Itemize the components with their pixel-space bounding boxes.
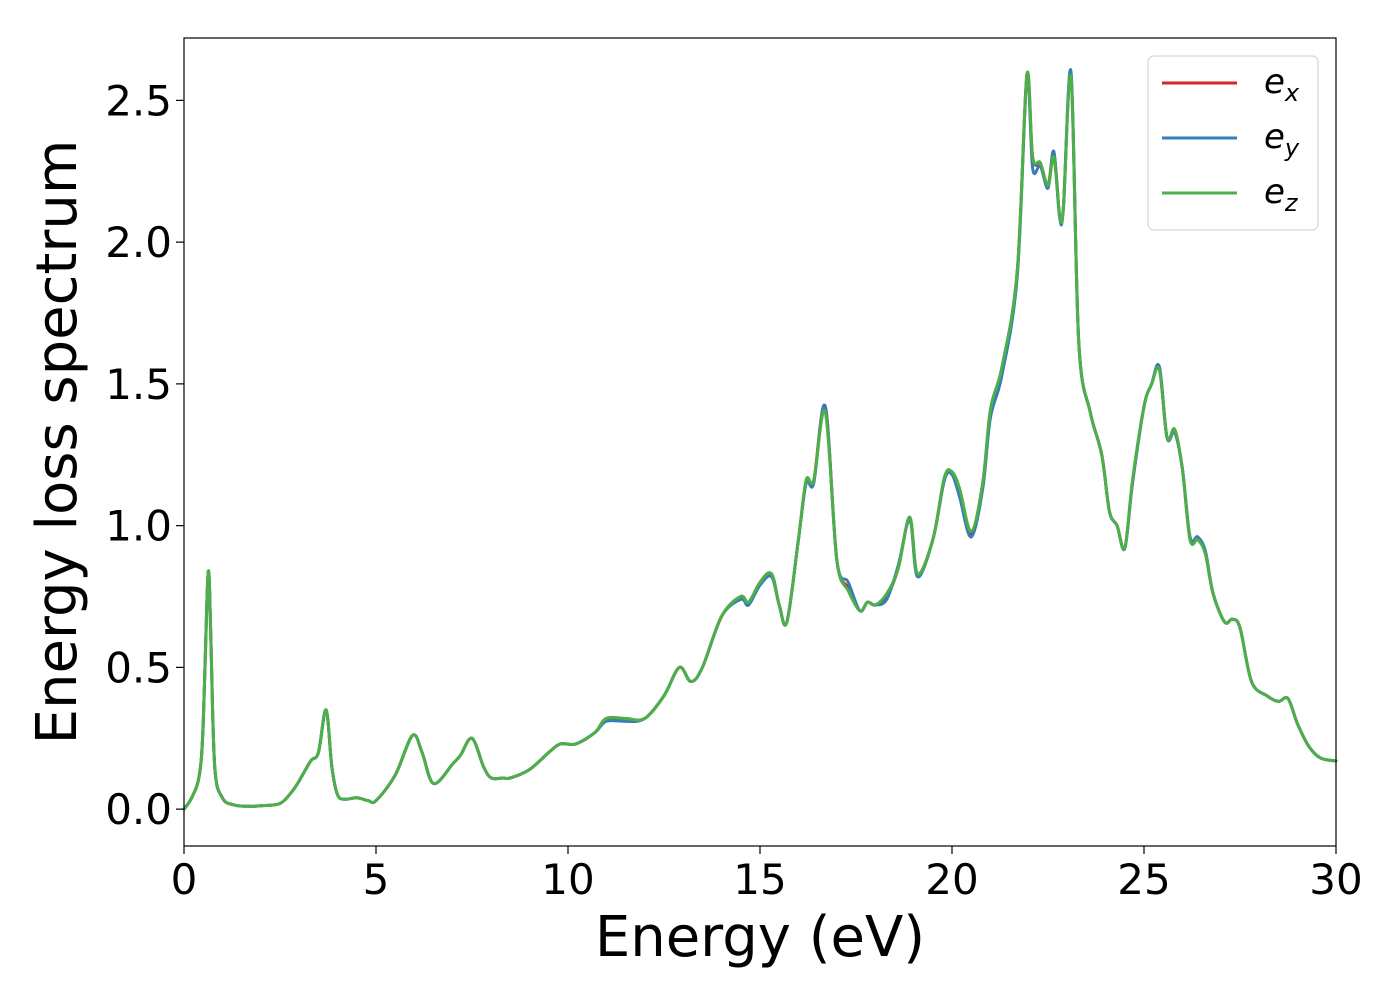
- y-tick-label: 2.5: [105, 76, 172, 125]
- series-layer: [182, 68, 1338, 811]
- legend-box: [1147, 55, 1319, 231]
- legend: ex ey ez: [1147, 55, 1319, 231]
- y-tick-label: 0.0: [105, 785, 172, 834]
- x-tick-label: 20: [925, 855, 978, 904]
- y-axis-title: Energy loss spectrum: [25, 140, 90, 745]
- x-tick-label: 0: [171, 855, 198, 904]
- x-tick-label: 10: [541, 855, 594, 904]
- y-axis-ticks: 0.0 0.5 1.0 1.5 2.0 2.5: [105, 76, 184, 834]
- x-tick-label: 5: [363, 855, 390, 904]
- series-line-e-z: [182, 70, 1338, 811]
- y-tick-label: 1.0: [105, 502, 172, 551]
- x-tick-label: 15: [733, 855, 786, 904]
- plot-area-background: [184, 38, 1336, 846]
- legend-label-e-z: ez: [1264, 172, 1299, 217]
- x-axis-title: Energy (eV): [595, 905, 925, 970]
- x-tick-label: 25: [1117, 855, 1170, 904]
- y-tick-label: 1.5: [105, 360, 172, 409]
- y-tick-label: 0.5: [105, 643, 172, 692]
- legend-label-e-y: ey: [1264, 117, 1300, 162]
- x-tick-label: 30: [1309, 855, 1362, 904]
- x-axis-ticks: 0 5 10 15 20 25 30: [171, 846, 1363, 904]
- y-tick-label: 2.0: [105, 218, 172, 267]
- legend-label-e-x: ex: [1264, 62, 1300, 107]
